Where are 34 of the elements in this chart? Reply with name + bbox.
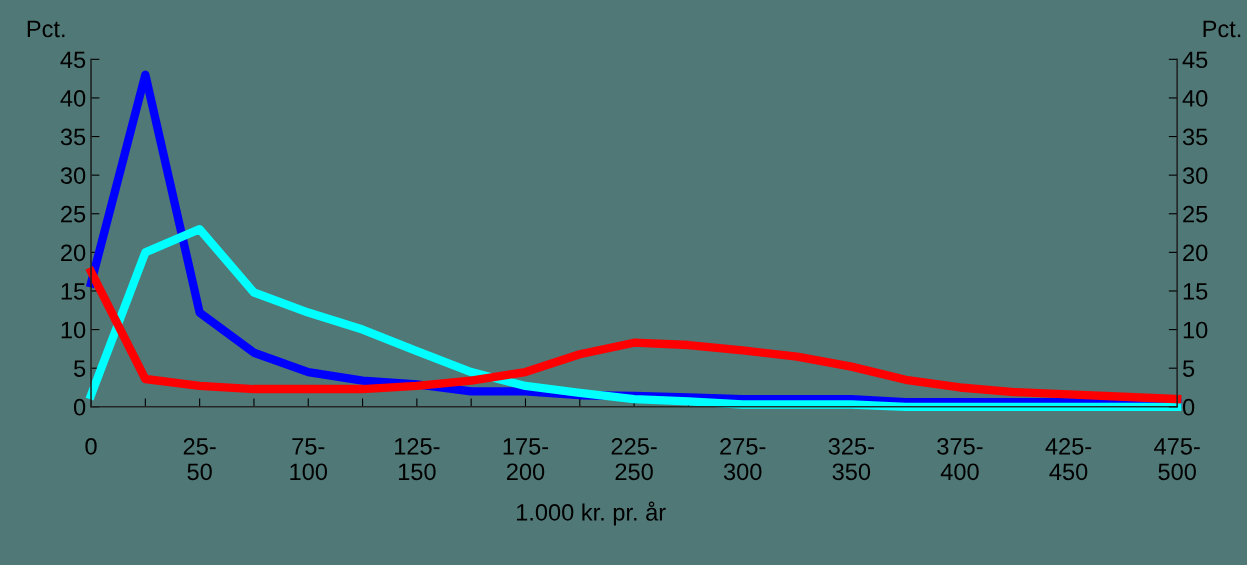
- y-tick-label: 5: [73, 360, 86, 377]
- y2-tick-label: 45: [1182, 51, 1208, 69]
- y-tick-label: 0: [73, 398, 86, 416]
- y-tick-label: 15: [61, 283, 86, 300]
- y2-tick-label: 35: [1182, 128, 1208, 146]
- y2-tick-label: 40: [1182, 90, 1208, 107]
- y2-tick-label: 0: [1182, 398, 1195, 416]
- x-tick-label: 25- 50: [183, 437, 216, 481]
- y2-tick-label: 20: [1183, 244, 1208, 262]
- x-axis-title: 1.000 kr. pr. år: [516, 501, 666, 526]
- y2-tick-label: 25: [1183, 205, 1208, 223]
- y-axis-title: Pct.: [27, 20, 65, 38]
- x-tick-label: 275- 300: [720, 437, 766, 481]
- x-tick-label: 0: [85, 437, 97, 455]
- y2-tick-label: 15: [1183, 283, 1208, 300]
- x-tick-label: 475- 500: [1154, 438, 1200, 481]
- y-tick-label: 45: [60, 51, 86, 69]
- y-tick-label: 30: [60, 167, 86, 184]
- y2-tick-label: 10: [1183, 321, 1208, 339]
- x-tick-label: 175- 200: [503, 438, 549, 481]
- y-tick-label: 20: [61, 244, 86, 262]
- x-tick-label: 425- 450: [1045, 437, 1092, 481]
- y-tick-label: 40: [60, 90, 86, 107]
- y-tick-label: 25: [61, 205, 86, 223]
- x-tick-label: 75- 100: [290, 438, 328, 481]
- x-tick-label: 375- 400: [937, 437, 983, 481]
- y2-tick-label: 30: [1182, 167, 1208, 184]
- y-tick-label: 35: [60, 128, 86, 146]
- x-tick-label: 225- 250: [611, 437, 657, 481]
- x-tick-label: 325- 350: [828, 437, 874, 481]
- x-tick-label: 125- 150: [395, 437, 440, 481]
- y2-axis-title: Pct.: [1203, 20, 1241, 38]
- y2-tick-label: 5: [1182, 360, 1195, 377]
- y-tick-label: 10: [61, 321, 86, 339]
